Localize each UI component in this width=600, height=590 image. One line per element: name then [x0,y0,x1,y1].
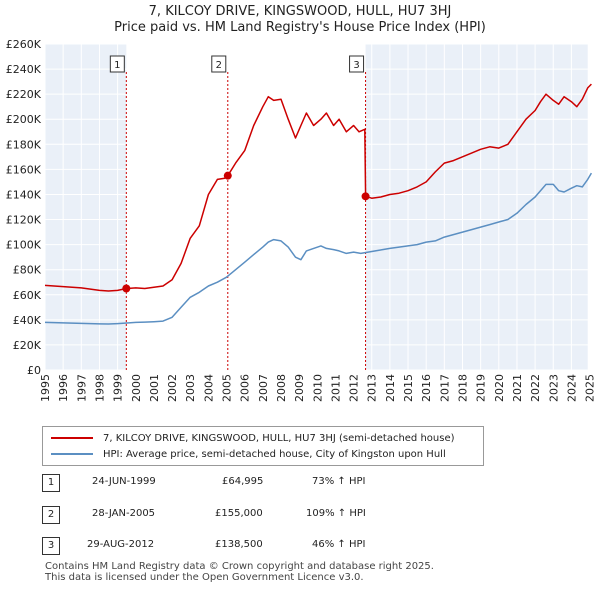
transaction-number: 1 [42,474,60,492]
transaction-price: £138,500 [215,539,263,550]
sale-marker-box [349,55,365,73]
y-tick-label: £140K [6,188,42,201]
transaction-price: £64,995 [222,476,264,487]
y-tick-label: £160K [6,163,42,176]
transaction-row-3: 3 29-AUG-2012 £138,500 46% ↑ HPI [42,537,402,555]
x-tick-label: 2005 [221,374,234,402]
x-tick-label: 2000 [130,374,143,402]
x-tick-label: 2006 [239,374,252,402]
x-tick-label: 2004 [202,374,215,402]
x-tick-label: 2024 [565,374,578,402]
sale-marker-label: 2 [216,60,222,71]
sale-point [361,192,370,201]
x-tick-label: 2019 [475,374,488,402]
x-tick-label: 2011 [329,374,342,402]
sale-marker-box [109,55,125,73]
x-tick-label: 2009 [293,374,306,402]
x-tick-label: 2017 [438,374,451,402]
x-tick-label: 2025 [584,374,597,402]
transaction-date: 28-JAN-2005 [92,508,156,519]
transaction-row-2: 2 28-JAN-2005 £155,000 109% ↑ HPI [42,506,402,524]
transaction-number: 3 [42,537,60,555]
chart-subtitle: Price paid vs. HM Land Registry's House … [114,20,486,35]
footer-copyright: Contains HM Land Registry data © Crown c… [45,561,434,572]
x-tick-label: 1998 [93,374,106,402]
transaction-price: £155,000 [215,508,263,519]
x-tick-label: 1996 [57,374,70,402]
x-tick-label: 2023 [547,374,560,402]
x-tick-label: 2014 [384,374,397,402]
transaction-hpi: 109% ↑ HPI [306,508,366,519]
y-tick-label: £240K [6,63,42,76]
sale-marker-label: 3 [353,60,359,71]
ownership-period-shade [126,44,366,370]
x-tick-label: 2018 [456,374,469,402]
legend-label-property: 7, KILCOY DRIVE, KINGSWOOD, HULL, HU7 3H… [103,432,455,444]
y-tick-label: £20K [13,339,42,352]
legend: 7, KILCOY DRIVE, KINGSWOOD, HULL, HU7 3H… [42,426,484,466]
x-tick-label: 2020 [493,374,506,402]
y-tick-label: £100K [6,239,42,252]
x-tick-label: 2021 [511,374,524,402]
transaction-row-1: 1 24-JUN-1999 £64,995 73% ↑ HPI [42,474,402,492]
x-tick-label: 2012 [348,374,361,402]
x-tick-label: 2007 [257,374,270,402]
x-tick-label: 2003 [184,374,197,402]
x-tick-label: 1997 [75,374,88,402]
legend-item-property: 7, KILCOY DRIVE, KINGSWOOD, HULL, HU7 3H… [51,431,455,445]
y-tick-label: £260K [6,38,42,51]
sale-marker-box [211,55,227,73]
x-tick-label: 2022 [529,374,542,402]
transaction-hpi: 73% ↑ HPI [312,476,366,487]
sale-point [223,171,232,180]
transaction-date: 29-AUG-2012 [87,539,155,550]
footer-licence: This data is licensed under the Open Gov… [45,572,364,583]
x-tick-label: 2016 [420,374,433,402]
x-tick-label: 2008 [275,374,288,402]
legend-swatch-hpi [51,453,93,455]
legend-item-hpi: HPI: Average price, semi-detached house,… [51,447,446,461]
x-tick-label: 2013 [366,374,379,402]
x-tick-label: 1995 [39,374,52,402]
chart-title: 7, KILCOY DRIVE, KINGSWOOD, HULL, HU7 3H… [148,4,452,19]
y-tick-label: £40K [13,314,42,327]
sale-point [122,284,131,293]
transaction-date: 24-JUN-1999 [92,476,156,487]
sale-marker-label: 1 [114,60,120,71]
y-tick-label: £80K [13,264,42,277]
price-chart: £0 £20K £40K £60K £80K £100K £120K £140K £160K £1… [6,38,597,402]
y-tick-label: £120K [6,214,42,227]
y-tick-label: £0 [27,364,41,377]
y-tick-label: £200K [6,113,42,126]
x-tick-label: 2015 [402,374,415,402]
footer: Contains HM Land Registry data © Crown c… [45,561,434,583]
x-tick-label: 1999 [112,374,125,402]
transaction-number: 2 [42,506,60,524]
series-line [44,83,592,292]
series-line [44,172,593,325]
transaction-hpi: 46% ↑ HPI [312,539,366,550]
legend-swatch-property [51,437,93,439]
y-tick-label: £220K [6,88,42,101]
x-tick-label: 2001 [148,374,161,402]
x-tick-label: 2002 [166,374,179,402]
legend-label-hpi: HPI: Average price, semi-detached house,… [103,448,446,460]
x-tick-label: 2010 [311,374,324,402]
future-period-shade [587,44,595,370]
y-tick-label: £60K [13,289,42,302]
y-tick-label: £180K [6,138,42,151]
